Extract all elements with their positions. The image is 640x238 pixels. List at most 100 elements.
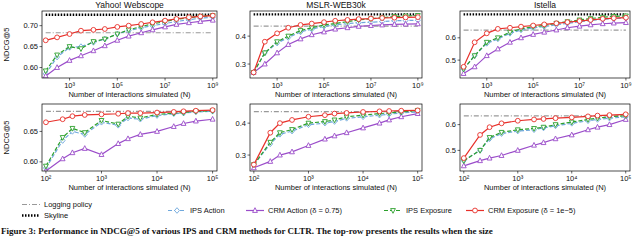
- marker: [116, 123, 121, 129]
- marker: [67, 32, 72, 37]
- x-label: Number of interactions simulated (N): [484, 183, 607, 192]
- marker: [67, 45, 72, 50]
- x-tick-label: 10²: [458, 174, 469, 183]
- marker: [595, 124, 600, 129]
- y-tick-label: 0.65: [23, 42, 38, 51]
- marker: [70, 126, 75, 131]
- series-line: [46, 119, 213, 171]
- marker: [181, 109, 186, 114]
- marker: [399, 108, 404, 113]
- series-line: [464, 18, 626, 69]
- marker: [554, 27, 559, 32]
- marker: [298, 29, 303, 34]
- marker: [499, 131, 504, 137]
- marker: [126, 115, 131, 121]
- legend-marker: [175, 208, 180, 214]
- y-tick-label: 0.4: [236, 119, 246, 128]
- marker: [611, 16, 616, 21]
- y-tick: [248, 36, 251, 37]
- subplot: 10²10³10⁴10⁵0.30.4Number of interactions…: [236, 104, 424, 192]
- marker: [262, 61, 267, 66]
- marker: [44, 120, 49, 125]
- subplot: Yahoo! Webscope10³10⁵10⁷10⁹0.600.650.70N…: [2, 0, 219, 99]
- marker: [361, 125, 366, 130]
- marker: [286, 34, 291, 39]
- y-tick-label: 0.3: [236, 151, 246, 160]
- marker: [472, 40, 477, 45]
- marker: [82, 131, 87, 136]
- marker: [542, 29, 547, 34]
- marker: [251, 162, 256, 167]
- x-label: Number of interactions simulated (N): [275, 183, 398, 192]
- marker: [102, 27, 107, 32]
- legend: Logging policySkylineIPS ActionCRM Actio…: [22, 200, 576, 220]
- marker: [275, 31, 280, 36]
- marker: [251, 70, 256, 75]
- marker: [102, 43, 107, 48]
- marker: [268, 140, 273, 145]
- marker: [82, 113, 87, 118]
- marker: [484, 40, 489, 45]
- marker: [286, 25, 291, 30]
- marker: [126, 111, 131, 116]
- marker: [60, 136, 65, 141]
- marker: [322, 113, 327, 118]
- marker: [115, 32, 120, 37]
- title: MSLR-WEB30k: [306, 0, 366, 10]
- marker: [369, 23, 374, 28]
- marker: [553, 123, 558, 129]
- series-line: [254, 15, 418, 72]
- marker: [278, 152, 283, 157]
- marker: [553, 123, 558, 128]
- marker: [306, 114, 311, 119]
- marker: [126, 28, 131, 33]
- marker: [79, 53, 84, 58]
- marker: [332, 133, 337, 138]
- frame: [250, 104, 422, 171]
- marker: [174, 17, 179, 22]
- marker: [322, 20, 327, 25]
- x-tick-label: 10⁵: [207, 174, 218, 183]
- marker: [322, 29, 327, 34]
- legend-label: IPS Exposure: [406, 206, 452, 215]
- x-tick-label: 10²: [248, 174, 259, 183]
- y-tick-label: 0.4: [236, 32, 246, 41]
- marker: [126, 23, 131, 28]
- x-tick-label: 10⁵: [412, 174, 423, 183]
- marker: [623, 112, 628, 117]
- marker: [532, 127, 537, 133]
- marker: [515, 128, 520, 133]
- marker: [60, 117, 65, 122]
- marker: [286, 42, 291, 47]
- legend-label: Skyline: [44, 211, 68, 220]
- marker: [515, 148, 520, 153]
- series-line: [254, 24, 418, 73]
- legend-label: IPS Action: [190, 206, 225, 215]
- marker: [298, 36, 303, 41]
- marker: [508, 39, 513, 44]
- marker: [306, 121, 311, 126]
- marker: [495, 36, 500, 41]
- y-tick: [458, 60, 461, 61]
- marker: [116, 122, 121, 127]
- marker: [484, 53, 489, 58]
- x-tick-label: 10⁹: [620, 81, 632, 90]
- marker: [499, 153, 504, 158]
- marker: [624, 15, 629, 21]
- frame: [250, 11, 422, 78]
- marker: [487, 155, 492, 160]
- marker: [91, 40, 96, 45]
- marker: [553, 136, 558, 141]
- marker: [193, 118, 198, 123]
- marker: [541, 117, 546, 122]
- marker: [115, 25, 120, 30]
- marker: [569, 121, 574, 127]
- y-tick-label: 0.3: [236, 60, 246, 69]
- series-line: [46, 16, 213, 41]
- marker: [115, 31, 120, 37]
- x-tick-label: 10⁹: [207, 81, 219, 90]
- marker: [624, 15, 629, 20]
- marker: [332, 119, 337, 125]
- marker: [70, 114, 75, 119]
- marker: [79, 47, 84, 52]
